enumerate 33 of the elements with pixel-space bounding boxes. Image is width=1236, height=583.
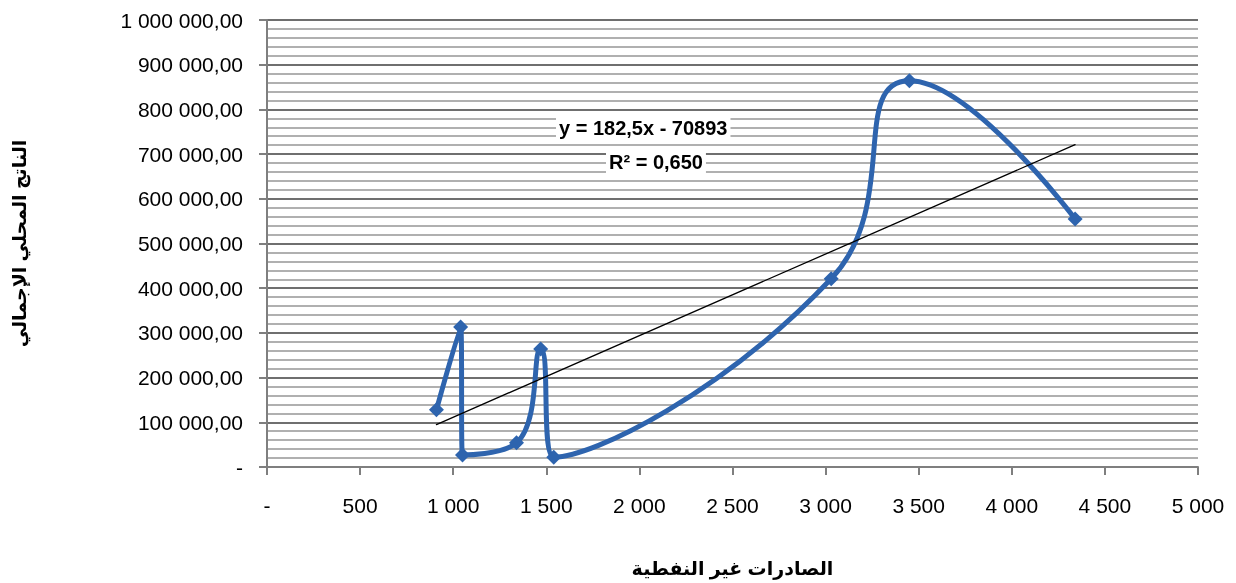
y-tick-label: 300 000,00 (137, 321, 243, 345)
y-tick-label: 600 000,00 (137, 187, 243, 211)
point (533, 341, 549, 357)
y-tick-label: 500 000,00 (137, 232, 243, 255)
y-tick-label: 400 000,00 (137, 276, 243, 300)
y-tick-label: 1 000 000,00 (120, 8, 243, 32)
y-tick-label: 700 000,00 (137, 142, 243, 166)
x-tick-label: 5 000 (1171, 494, 1225, 517)
x-tick-label: 500 (342, 494, 378, 517)
x-axis-title: الصادرات غير النفطية (631, 558, 834, 580)
y-tick-label: 900 000,00 (137, 53, 243, 77)
x-tick-label: 2 000 (613, 494, 666, 517)
y-tick-label: 800 000,00 (137, 97, 243, 121)
x-tick-label: 4 000 (985, 494, 1039, 517)
x-tick-label: 1 000 (426, 494, 480, 517)
y-tick-label: 100 000,00 (137, 410, 243, 434)
x-tick-label: 1 500 (520, 494, 573, 517)
x-tick-label: 3 000 (799, 494, 852, 517)
annotation: y = 182,5x - 70893 (559, 117, 728, 139)
y-axis-title: الناتج المحلي الإجمالي (9, 139, 31, 348)
y-tick-label: - (236, 455, 243, 479)
x-tick-label: 3 500 (892, 494, 945, 517)
point (546, 449, 562, 465)
x-tick-label: 2 500 (706, 494, 759, 517)
point (428, 402, 444, 418)
y-tick-label: 200 000,00 (137, 366, 243, 390)
x-tick-label: 4 500 (1078, 494, 1132, 517)
point (901, 73, 917, 89)
point (1067, 211, 1083, 227)
annotation: R² = 0,650 (609, 151, 703, 173)
point (509, 435, 525, 451)
point (823, 271, 839, 287)
x-tick-label: - (263, 494, 271, 517)
